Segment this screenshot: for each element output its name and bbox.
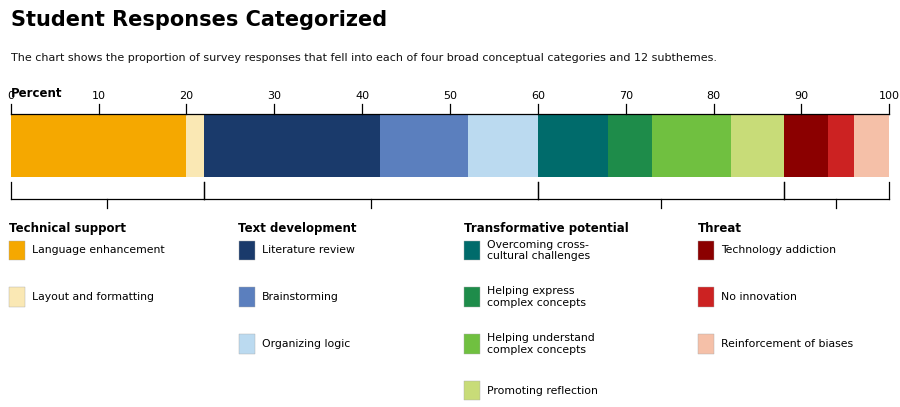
Text: 90: 90 bbox=[795, 90, 808, 101]
Text: 70: 70 bbox=[618, 90, 633, 101]
FancyBboxPatch shape bbox=[238, 334, 255, 354]
Text: No innovation: No innovation bbox=[721, 292, 796, 302]
Text: Helping express
complex concepts: Helping express complex concepts bbox=[487, 286, 586, 308]
Text: Language enhancement: Language enhancement bbox=[32, 245, 165, 255]
FancyBboxPatch shape bbox=[731, 114, 784, 177]
Text: Organizing logic: Organizing logic bbox=[262, 339, 350, 349]
Text: Percent: Percent bbox=[11, 87, 62, 100]
Text: Brainstorming: Brainstorming bbox=[262, 292, 338, 302]
FancyBboxPatch shape bbox=[238, 241, 255, 260]
Text: The chart shows the proportion of survey responses that fell into each of four b: The chart shows the proportion of survey… bbox=[11, 53, 716, 63]
Text: 50: 50 bbox=[443, 90, 457, 101]
Text: Technical support: Technical support bbox=[9, 222, 126, 235]
Text: Technology addiction: Technology addiction bbox=[721, 245, 836, 255]
FancyBboxPatch shape bbox=[538, 114, 608, 177]
Text: 10: 10 bbox=[92, 90, 105, 101]
FancyBboxPatch shape bbox=[380, 114, 468, 177]
FancyBboxPatch shape bbox=[468, 114, 538, 177]
Text: Transformative potential: Transformative potential bbox=[464, 222, 628, 235]
Text: Literature review: Literature review bbox=[262, 245, 355, 255]
Text: Helping understand
complex concepts: Helping understand complex concepts bbox=[487, 333, 595, 355]
Text: Overcoming cross-
cultural challenges: Overcoming cross- cultural challenges bbox=[487, 239, 590, 261]
FancyBboxPatch shape bbox=[652, 114, 731, 177]
Text: 80: 80 bbox=[706, 90, 721, 101]
FancyBboxPatch shape bbox=[854, 114, 889, 177]
FancyBboxPatch shape bbox=[238, 287, 255, 307]
FancyBboxPatch shape bbox=[11, 114, 186, 177]
Text: Student Responses Categorized: Student Responses Categorized bbox=[11, 10, 387, 30]
Text: 0: 0 bbox=[7, 90, 14, 101]
FancyBboxPatch shape bbox=[464, 241, 480, 260]
FancyBboxPatch shape bbox=[698, 241, 714, 260]
Text: 30: 30 bbox=[267, 90, 282, 101]
FancyBboxPatch shape bbox=[204, 114, 380, 177]
FancyBboxPatch shape bbox=[784, 114, 828, 177]
FancyBboxPatch shape bbox=[608, 114, 652, 177]
Text: Text development: Text development bbox=[238, 222, 357, 235]
Text: Promoting reflection: Promoting reflection bbox=[487, 386, 598, 396]
FancyBboxPatch shape bbox=[464, 287, 480, 307]
Text: 60: 60 bbox=[531, 90, 544, 101]
FancyBboxPatch shape bbox=[464, 334, 480, 354]
Text: Layout and formatting: Layout and formatting bbox=[32, 292, 155, 302]
Text: 40: 40 bbox=[356, 90, 369, 101]
Text: 20: 20 bbox=[179, 90, 194, 101]
Text: Reinforcement of biases: Reinforcement of biases bbox=[721, 339, 853, 349]
FancyBboxPatch shape bbox=[9, 241, 25, 260]
Text: 100: 100 bbox=[878, 90, 900, 101]
FancyBboxPatch shape bbox=[186, 114, 204, 177]
FancyBboxPatch shape bbox=[698, 334, 714, 354]
FancyBboxPatch shape bbox=[828, 114, 854, 177]
FancyBboxPatch shape bbox=[464, 381, 480, 400]
FancyBboxPatch shape bbox=[9, 287, 25, 307]
Text: Threat: Threat bbox=[698, 222, 742, 235]
FancyBboxPatch shape bbox=[698, 287, 714, 307]
